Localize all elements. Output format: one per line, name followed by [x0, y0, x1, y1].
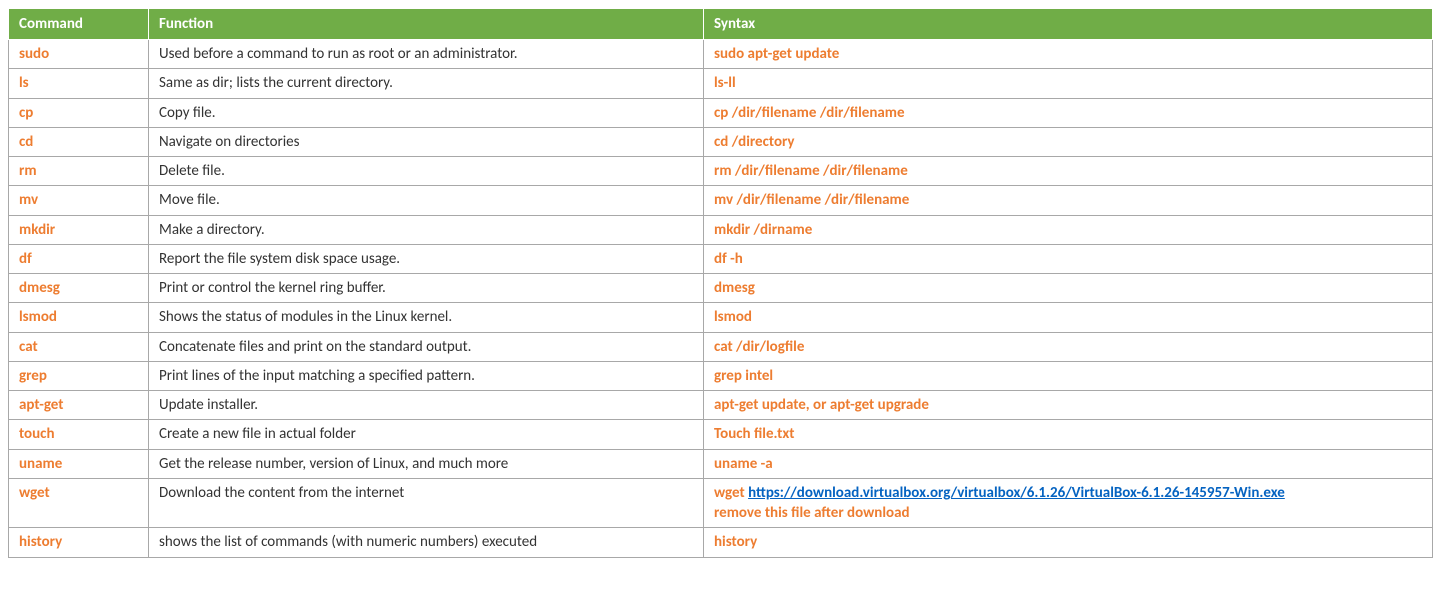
table-row: grepPrint lines of the input matching a …: [9, 361, 1433, 390]
syntax-cell: wget https://download.virtualbox.org/vir…: [704, 478, 1433, 528]
function-cell: Print or control the kernel ring buffer.: [149, 274, 704, 303]
syntax-extra: remove this file after download: [714, 503, 1422, 523]
function-cell: Used before a command to run as root or …: [149, 40, 704, 69]
table-row: dmesgPrint or control the kernel ring bu…: [9, 274, 1433, 303]
table-row: rmDelete file.rm /dir/filename /dir/file…: [9, 157, 1433, 186]
command-cell: rm: [9, 157, 149, 186]
syntax-cell: history: [704, 528, 1433, 557]
function-cell: Download the content from the internet: [149, 478, 704, 528]
syntax-cell: cat /dir/logfile: [704, 332, 1433, 361]
function-cell: Same as dir; lists the current directory…: [149, 69, 704, 98]
command-cell: cat: [9, 332, 149, 361]
table-row: apt-getUpdate installer.apt-get update, …: [9, 391, 1433, 420]
function-cell: Make a directory.: [149, 215, 704, 244]
syntax-link[interactable]: https://download.virtualbox.org/virtualb…: [748, 484, 1285, 502]
syntax-prefix: wget: [714, 484, 748, 502]
table-row: cpCopy file.cp /dir/filename /dir/filena…: [9, 98, 1433, 127]
syntax-cell: mkdir /dirname: [704, 215, 1433, 244]
command-cell: cp: [9, 98, 149, 127]
header-function: Function: [149, 9, 704, 40]
command-cell: lsmod: [9, 303, 149, 332]
function-cell: Concatenate files and print on the stand…: [149, 332, 704, 361]
syntax-cell: rm /dir/filename /dir/filename: [704, 157, 1433, 186]
syntax-cell: ls-ll: [704, 69, 1433, 98]
function-cell: Shows the status of modules in the Linux…: [149, 303, 704, 332]
command-cell: ls: [9, 69, 149, 98]
syntax-cell: Touch file.txt: [704, 420, 1433, 449]
linux-commands-table: Command Function Syntax sudoUsed before …: [8, 8, 1433, 558]
command-cell: mv: [9, 186, 149, 215]
syntax-cell: cp /dir/filename /dir/filename: [704, 98, 1433, 127]
function-cell: Delete file.: [149, 157, 704, 186]
command-cell: cd: [9, 127, 149, 156]
syntax-cell: uname -a: [704, 449, 1433, 478]
syntax-cell: lsmod: [704, 303, 1433, 332]
function-cell: Print lines of the input matching a spec…: [149, 361, 704, 390]
table-row: touchCreate a new file in actual folderT…: [9, 420, 1433, 449]
command-cell: grep: [9, 361, 149, 390]
function-cell: Report the file system disk space usage.: [149, 244, 704, 273]
function-cell: Move file.: [149, 186, 704, 215]
command-cell: mkdir: [9, 215, 149, 244]
table-row: cdNavigate on directoriescd /directory: [9, 127, 1433, 156]
syntax-cell: dmesg: [704, 274, 1433, 303]
table-row: mvMove file.mv /dir/filename /dir/filena…: [9, 186, 1433, 215]
table-row: wgetDownload the content from the intern…: [9, 478, 1433, 528]
command-cell: history: [9, 528, 149, 557]
command-cell: sudo: [9, 40, 149, 69]
syntax-cell: cd /directory: [704, 127, 1433, 156]
table-row: lsSame as dir; lists the current directo…: [9, 69, 1433, 98]
command-cell: apt-get: [9, 391, 149, 420]
table-row: lsmodShows the status of modules in the …: [9, 303, 1433, 332]
syntax-cell: df -h: [704, 244, 1433, 273]
function-cell: shows the list of commands (with numeric…: [149, 528, 704, 557]
function-cell: Copy file.: [149, 98, 704, 127]
syntax-cell: apt-get update, or apt-get upgrade: [704, 391, 1433, 420]
table-row: catConcatenate files and print on the st…: [9, 332, 1433, 361]
syntax-cell: sudo apt-get update: [704, 40, 1433, 69]
table-row: mkdirMake a directory.mkdir /dirname: [9, 215, 1433, 244]
table-header-row: Command Function Syntax: [9, 9, 1433, 40]
function-cell: Get the release number, version of Linux…: [149, 449, 704, 478]
command-cell: touch: [9, 420, 149, 449]
syntax-cell: grep intel: [704, 361, 1433, 390]
command-cell: wget: [9, 478, 149, 528]
header-syntax: Syntax: [704, 9, 1433, 40]
function-cell: Navigate on directories: [149, 127, 704, 156]
command-cell: df: [9, 244, 149, 273]
command-cell: uname: [9, 449, 149, 478]
table-row: sudoUsed before a command to run as root…: [9, 40, 1433, 69]
table-row: unameGet the release number, version of …: [9, 449, 1433, 478]
function-cell: Create a new file in actual folder: [149, 420, 704, 449]
table-row: dfReport the file system disk space usag…: [9, 244, 1433, 273]
command-cell: dmesg: [9, 274, 149, 303]
syntax-cell: mv /dir/filename /dir/filename: [704, 186, 1433, 215]
header-command: Command: [9, 9, 149, 40]
table-row: historyshows the list of commands (with …: [9, 528, 1433, 557]
function-cell: Update installer.: [149, 391, 704, 420]
